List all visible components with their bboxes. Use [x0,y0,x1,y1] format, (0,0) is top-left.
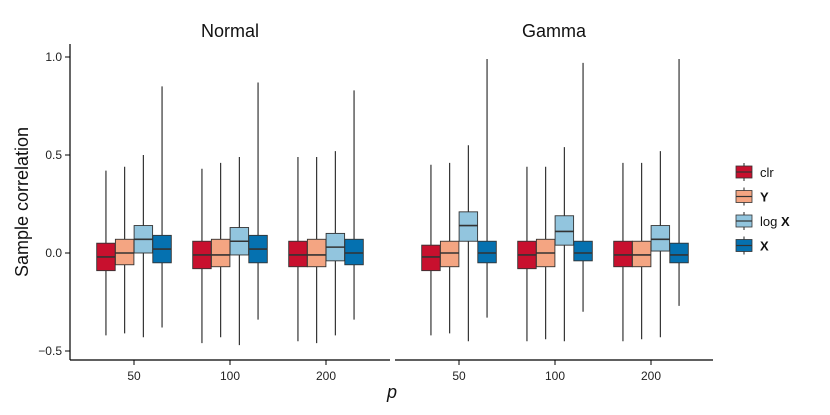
box-group-200 [288,90,364,344]
box-body [344,238,364,266]
box-X [477,58,497,318]
box-Y [210,162,231,338]
legend-item-clr: clr [735,163,774,181]
box-logX [554,147,575,342]
box-body [477,240,497,264]
box-clr [96,170,116,336]
box-logX [458,145,479,342]
panel-title: Normal [201,21,259,41]
box-group-100 [517,62,593,342]
y-tick-label: 0.0 [45,246,62,260]
box-X [152,86,172,328]
box-clr [613,162,633,342]
legend-label: log X [760,214,790,229]
box-clr [192,168,212,344]
box-logX [325,151,346,336]
y-tick-label: 1.0 [45,50,62,64]
box-logX [650,151,671,338]
x-tick-label: 200 [316,369,336,383]
box-X [669,58,689,306]
box-Y [631,162,652,340]
chart-axes: Sample correlation p 50 100 200 50 100 200 [12,44,713,402]
legend-item-Y: Y [735,187,769,206]
box-Y [114,166,135,334]
legend-item-X: X [735,236,769,255]
box-body [573,240,593,262]
x-tick-label: 100 [545,369,565,383]
legend-item-logX: log X [735,212,790,230]
box-body [554,215,575,246]
box-Y [306,156,327,344]
box-logX [229,156,250,346]
x-axis-title: p [386,382,397,402]
box-group-200 [613,58,689,342]
box-body [613,240,633,268]
box-X [573,62,593,312]
x-tick-label: 50 [452,369,466,383]
panel-title: Gamma [522,21,587,41]
box-group-50 [96,86,172,338]
box-clr [421,164,441,336]
chart-panels: Normal Gamma [96,21,689,346]
box-body [439,240,460,268]
box-clr [517,166,537,342]
legend-label: Y [760,190,769,205]
box-body [650,225,671,252]
y-axis-title: Sample correlation [12,127,32,277]
box-Y [535,166,556,340]
panel-normal: Normal [96,21,364,346]
box-group-100 [192,82,268,346]
box-body [210,238,231,268]
box-body [114,238,135,266]
box-body [669,242,689,264]
box-logX [133,155,154,338]
box-body [288,240,308,268]
box-body [458,211,479,242]
y-tick-label: 0.5 [45,148,62,162]
x-tick-label: 200 [641,369,661,383]
x-tick-label: 100 [220,369,240,383]
legend-label: clr [760,165,774,180]
box-Y [439,162,460,334]
y-axis-ticks: −0.5 0.0 0.5 1.0 [38,50,70,358]
box-X [344,90,364,320]
box-body [306,238,327,268]
legend-label: X [760,239,769,254]
box-clr [288,156,308,342]
x-tick-label: 50 [127,369,141,383]
box-body [631,240,652,268]
box-body [421,244,441,272]
box-group-50 [421,58,497,342]
panel-gamma: Gamma [421,21,689,342]
box-X [248,82,268,320]
y-tick-label: −0.5 [38,344,62,358]
